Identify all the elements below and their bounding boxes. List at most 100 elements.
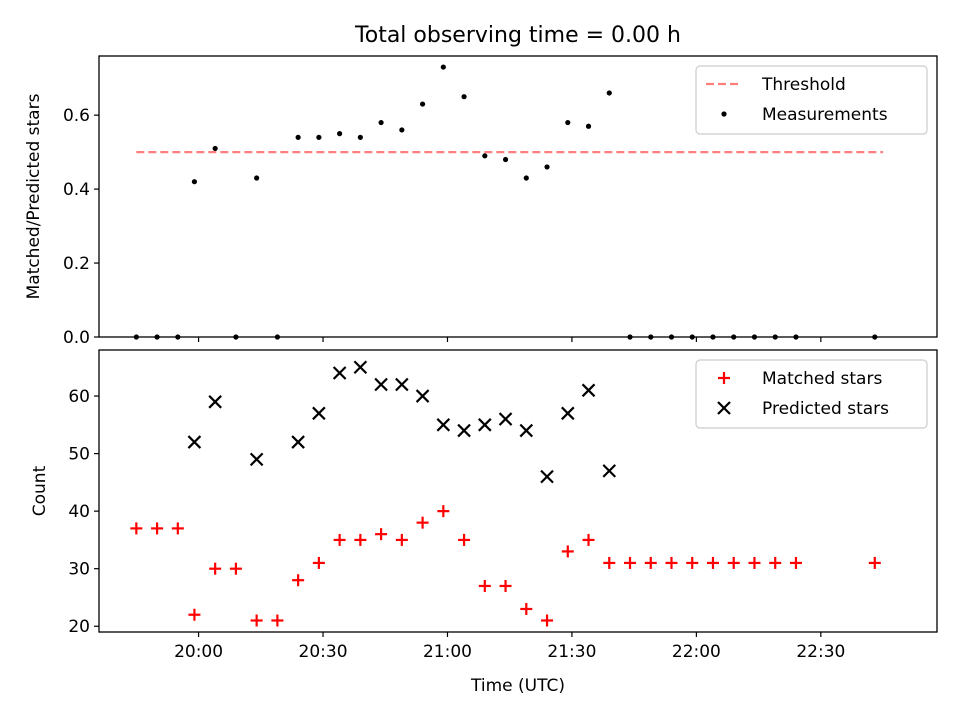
matched-star-marker <box>727 556 740 569</box>
top-panel: 0.0 0.2 0.4 0.6 Matched/Predicted stars Thres… <box>24 55 938 348</box>
matched-star-marker <box>437 505 450 518</box>
matched-star-marker <box>271 614 284 627</box>
matched-star-marker <box>789 556 802 569</box>
legend-predicted-swatch <box>717 401 731 415</box>
matched-star-marker <box>582 533 595 546</box>
matched-star-marker <box>665 556 678 569</box>
predicted-star-marker <box>291 435 305 449</box>
matched-star-marker <box>292 574 305 587</box>
predicted-star-marker <box>602 464 617 478</box>
y-tick-label: 60 <box>68 387 90 407</box>
matched-star-marker <box>499 579 512 592</box>
marker-stroke <box>187 435 202 449</box>
measurement-point <box>191 179 198 185</box>
marker-stroke <box>561 406 575 421</box>
matched-star-marker <box>706 556 719 569</box>
matched-star-marker <box>748 556 761 569</box>
predicted-star-marker <box>436 418 451 432</box>
predicted-star-marker <box>478 418 492 432</box>
matched-star-marker <box>130 522 143 535</box>
measurement-point <box>378 119 384 126</box>
marker-stroke <box>312 406 326 421</box>
predicted-star-marker <box>332 366 347 380</box>
predicted-star-marker <box>208 395 222 409</box>
predicted-star-marker <box>540 469 554 484</box>
y-tick-label: 30 <box>68 560 90 580</box>
legend-label: Predicted stars <box>762 399 889 419</box>
legend-frame <box>695 65 928 135</box>
legend: Matched stars Predicted stars <box>695 359 928 429</box>
measurement-point <box>440 64 446 70</box>
measurement-point <box>502 156 509 163</box>
predicted-star-marker <box>312 406 326 421</box>
predicted-star-marker <box>415 389 430 403</box>
marker-stroke <box>602 464 617 478</box>
legend-matched-swatch <box>718 372 730 384</box>
legend-label: Measurements <box>762 105 888 125</box>
measurement-point <box>544 164 550 170</box>
measurement-point <box>565 119 571 126</box>
predicted-star-marker <box>187 435 202 449</box>
measurement-point <box>523 175 529 181</box>
y-tick-label: 0.2 <box>63 254 90 274</box>
measurement-point <box>399 127 405 133</box>
y-tick-label: 0.6 <box>63 106 90 126</box>
marker-stroke <box>498 412 513 426</box>
measurement-point <box>585 123 592 129</box>
matched-star-marker <box>229 562 242 575</box>
legend-frame <box>695 359 928 429</box>
y-tick-label: 0.4 <box>63 180 90 200</box>
matched-star-marker <box>603 556 616 569</box>
matched-star-marker <box>458 533 471 546</box>
matched-star-marker <box>209 562 222 575</box>
matched-star-marker <box>541 614 554 627</box>
matched-star-marker <box>520 602 533 615</box>
marker-stroke <box>519 423 534 438</box>
matched-star-marker <box>416 516 429 529</box>
matched-star-marker <box>395 533 408 546</box>
marker-stroke <box>717 401 731 415</box>
predicted-star-marker <box>353 360 368 375</box>
x-tick-label: 22:00 <box>672 642 721 662</box>
marker-stroke <box>395 377 409 392</box>
measurement-point <box>357 134 363 140</box>
x-tick-label: 21:30 <box>547 642 596 662</box>
y-tick-label: 40 <box>68 502 90 522</box>
matched-star-marker <box>151 522 164 535</box>
measurement-point <box>316 134 322 140</box>
y-axis-label: Count <box>30 465 50 516</box>
legend-label: Threshold <box>761 75 846 95</box>
y-tick-label: 50 <box>68 445 90 465</box>
predicted-star-marker <box>249 452 264 467</box>
matched-star-marker <box>769 556 782 569</box>
marker-stroke <box>436 418 451 432</box>
measurement-point <box>482 153 488 159</box>
matched-star-marker <box>624 556 637 569</box>
y-axis-label: Matched/Predicted stars <box>24 93 44 299</box>
marker-stroke <box>415 389 430 403</box>
measurement-point <box>461 94 467 100</box>
matched-star-marker <box>478 579 491 592</box>
matched-star-marker <box>171 522 184 535</box>
matched-star-marker <box>686 556 699 569</box>
marker-stroke <box>208 395 222 409</box>
axes-frame <box>98 55 938 338</box>
marker-stroke <box>353 360 368 375</box>
predicted-star-marker <box>581 383 596 398</box>
x-axis-label: Time (UTC) <box>470 676 565 696</box>
matched-star-marker <box>188 608 201 621</box>
legend-label: Matched stars <box>762 369 882 389</box>
axes-frame <box>98 349 938 633</box>
marker-stroke <box>581 383 596 398</box>
legend: Threshold Measurements <box>695 65 928 135</box>
x-tick-label: 21:00 <box>423 642 472 662</box>
predicted-star-marker <box>374 377 388 392</box>
measurement-point <box>295 134 301 140</box>
measurement-point <box>212 145 218 152</box>
measurement-point <box>606 90 612 96</box>
x-tick-label: 22:30 <box>796 642 845 662</box>
matched-star-marker <box>644 556 657 569</box>
marker-stroke <box>478 418 492 432</box>
matched-star-marker <box>312 556 325 569</box>
